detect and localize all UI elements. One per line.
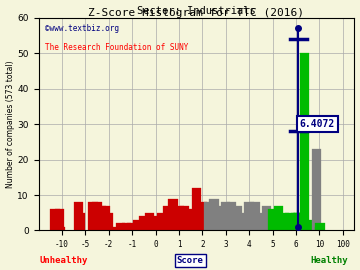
Bar [157,213,166,231]
Bar [293,213,302,231]
Bar [89,202,98,231]
Bar [233,206,242,231]
Bar [116,223,125,231]
Bar [53,216,62,231]
Text: 6.4072: 6.4072 [300,119,335,129]
Bar [56,227,66,231]
Bar [306,223,315,231]
Bar [163,206,172,231]
Bar [210,198,219,231]
Bar [312,149,321,231]
Bar [55,209,64,231]
Bar [174,206,184,231]
Bar [203,202,213,231]
Bar [215,206,225,231]
Bar [262,206,271,231]
Text: The Research Foundation of SUNY: The Research Foundation of SUNY [45,43,188,52]
Y-axis label: Number of companies (573 total): Number of companies (573 total) [5,60,14,188]
Text: Score: Score [177,256,204,265]
Bar [74,202,83,231]
Bar [227,202,236,231]
Text: Sector: Industrials: Sector: Industrials [137,5,256,15]
Text: ©www.textbiz.org: ©www.textbiz.org [45,24,119,33]
Bar [110,227,119,231]
Bar [221,202,230,231]
Text: Unhealthy: Unhealthy [40,256,88,265]
Bar [96,206,105,231]
Bar [192,188,201,231]
Bar [139,216,149,231]
Bar [93,202,102,231]
Bar [291,213,301,231]
Bar [297,216,306,231]
Bar [100,206,109,231]
Bar [145,213,154,231]
Bar [294,213,303,231]
Bar [300,53,309,231]
Bar [303,220,312,231]
Bar [315,223,325,231]
Bar [127,223,137,231]
Bar [76,213,85,231]
Bar [315,227,324,231]
Bar [180,206,189,231]
Bar [186,209,195,231]
Bar [104,213,113,231]
Bar [50,209,60,231]
Bar [280,213,289,231]
Bar [250,202,260,231]
Bar [296,216,305,231]
Bar [151,216,160,231]
Bar [168,198,178,231]
Bar [239,213,248,231]
Title: Z-Score Histogram for TTC (2016): Z-Score Histogram for TTC (2016) [89,8,305,18]
Bar [256,213,266,231]
Bar [122,223,131,231]
Text: Healthy: Healthy [310,256,348,265]
Bar [133,220,143,231]
Bar [298,213,308,231]
Bar [198,202,207,231]
Bar [285,213,295,231]
Bar [244,202,254,231]
Bar [274,206,283,231]
Bar [268,209,277,231]
